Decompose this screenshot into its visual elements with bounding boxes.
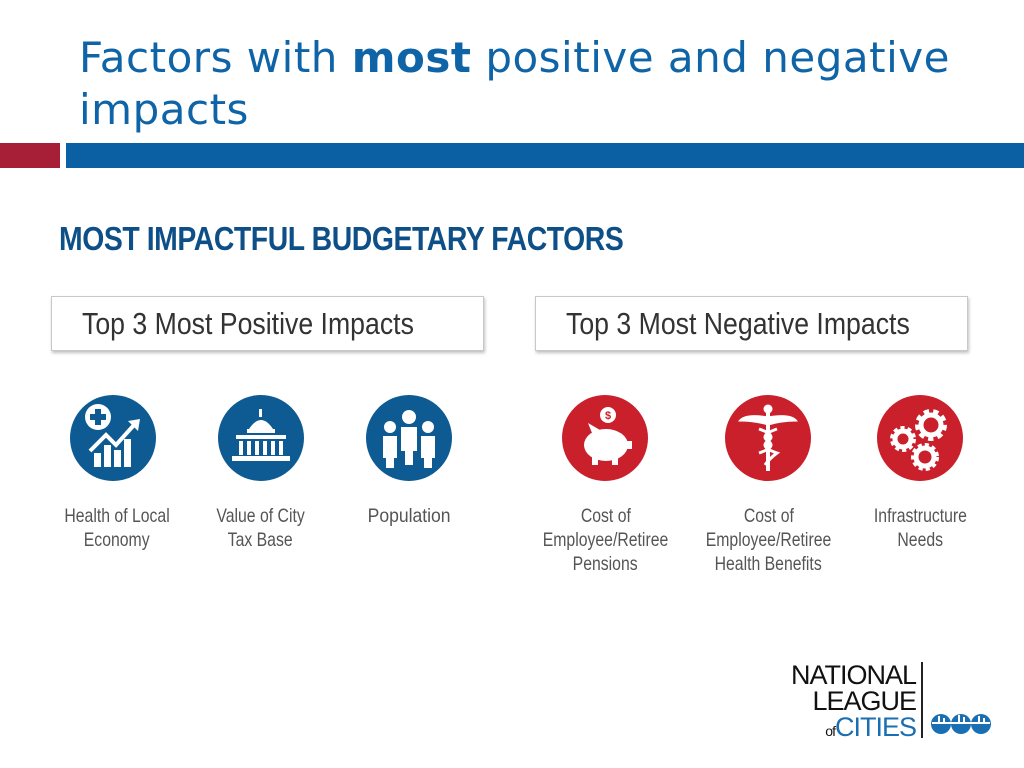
capitol-building-icon [218, 395, 304, 481]
label-health-benefits: Cost of Employee/Retiree Health Benefits [705, 505, 831, 575]
label-value-city-tax-base: Value of City Tax Base [216, 505, 306, 551]
nlc-logo: NATIONAL LEAGUE ofCITIES [780, 660, 1000, 745]
population-icon [366, 395, 452, 481]
city-skyline-icon [931, 714, 991, 734]
caduceus-icon [725, 395, 811, 481]
positive-impacts-box: Top 3 Most Positive Impacts [51, 296, 484, 351]
negative-impacts-box: Top 3 Most Negative Impacts [535, 296, 968, 351]
svg-text:$: $ [605, 410, 611, 422]
logo-divider [921, 662, 923, 738]
health-economy-icon [70, 395, 156, 481]
label-health-local-economy: Health of Local Economy [64, 505, 170, 551]
label-infrastructure-needs: Infrastructure Needs [873, 505, 967, 551]
graphic-heading: MOST IMPACTFUL BUDGETARY FACTORS [59, 220, 624, 257]
accent-bar-red [0, 143, 60, 168]
accent-bar-blue [66, 143, 1024, 168]
label-pensions: Cost of Employee/Retiree Pensions [542, 505, 668, 575]
slide-title: Factors with most positive and negative … [79, 33, 950, 134]
gears-icon [877, 395, 963, 481]
label-population: Population [367, 505, 451, 527]
piggy-bank-icon: $ [562, 395, 648, 481]
